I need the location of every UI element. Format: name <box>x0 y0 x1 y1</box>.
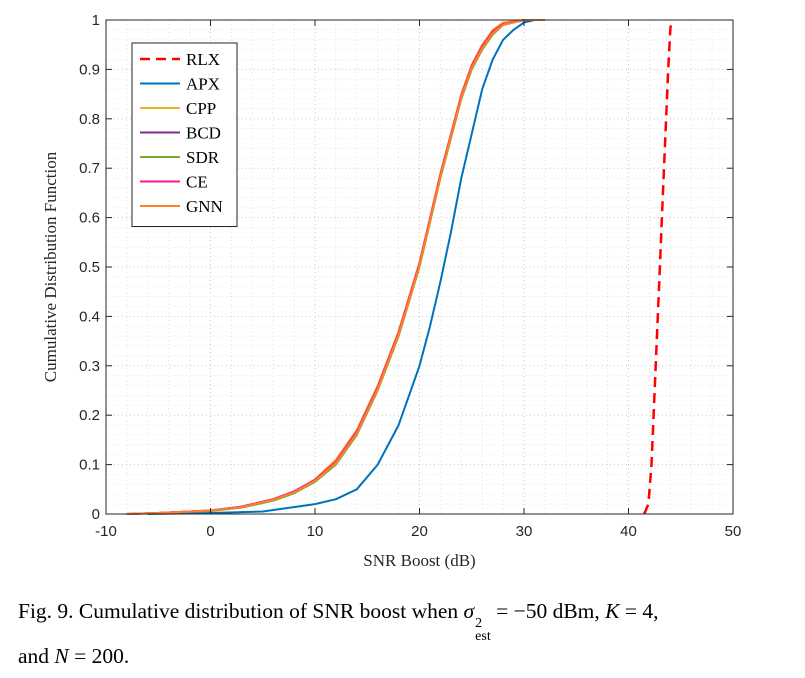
x-tick-label: 10 <box>307 523 324 540</box>
caption-n-var: N <box>54 644 69 668</box>
legend-label-cpp: CPP <box>186 99 216 118</box>
legend-box <box>131 42 238 227</box>
x-axis-label: SNR Boost (dB) <box>363 551 475 570</box>
series-line-gnn <box>126 19 545 515</box>
x-tick-label: 40 <box>620 523 637 540</box>
series-line-rlx <box>643 19 673 515</box>
caption-line2-prefix: and <box>18 644 55 668</box>
y-tick-label: 0.3 <box>79 358 100 375</box>
y-tick-label: 0.7 <box>79 160 100 177</box>
x-tick-label: 20 <box>411 523 428 540</box>
caption-n-value: = 200. <box>68 644 130 668</box>
y-tick-label: 0.5 <box>79 259 100 276</box>
chart-svg: -10 0 10 20 30 40 5000.10.20.30.40.50.60.70.80… <box>41 12 741 570</box>
series-line-apx <box>147 19 535 515</box>
legend-label-gnn: GNN <box>186 197 223 216</box>
legend-label-bcd: BCD <box>186 124 221 143</box>
cdf-chart: -10 0 10 20 30 40 50 0 0.1 0.2 0.3 0.4 0.5 0.6 0.7 0.8 0… <box>41 12 741 570</box>
y-tick-label: 1 <box>92 12 100 29</box>
caption-sigma: σ <box>463 599 475 623</box>
y-tick-label: 0.1 <box>79 457 100 474</box>
figure-caption: Fig. 9. Cumulative distribution of SNR b… <box>18 598 798 670</box>
axis-ticks: -10 0 10 20 30 40 5000.10.20.30.40.50.60.70.80… <box>79 12 741 540</box>
legend-label-ce: CE <box>186 173 208 192</box>
y-tick-label: 0.9 <box>79 61 100 78</box>
y-tick-label: 0.4 <box>79 308 100 325</box>
y-tick-label: 0.8 <box>79 111 100 128</box>
caption-sigma-sub: est <box>475 629 491 644</box>
x-tick-label: 0 <box>206 523 214 540</box>
x-tick-label: -10 <box>95 523 117 540</box>
legend-label-apx: APX <box>186 75 220 94</box>
legend: RLX APX CPP BCD SDR CE GNN <box>131 42 238 227</box>
caption-sigma-sup: 2 <box>475 616 483 631</box>
caption-k-var: K <box>605 599 620 623</box>
series-lines <box>126 19 673 515</box>
y-tick-label: 0.2 <box>79 407 100 424</box>
legend-label-sdr: SDR <box>186 148 220 167</box>
caption-middle: = −50 dBm, <box>490 599 606 623</box>
x-tick-label: 50 <box>725 523 742 540</box>
y-tick-label: 0 <box>92 506 100 523</box>
y-axis-label: Cumulative Distribution Function <box>41 151 60 382</box>
legend-label-rlx: RLX <box>186 50 220 69</box>
caption-k-value: = 4, <box>619 599 659 623</box>
caption-line-2: and N = 200. <box>18 643 798 670</box>
y-tick-label: 0.6 <box>79 210 100 227</box>
caption-line-1: Fig. 9. Cumulative distribution of SNR b… <box>18 598 798 644</box>
x-tick-label: 30 <box>516 523 533 540</box>
caption-prefix: Fig. 9. Cumulative distribution of SNR b… <box>18 599 464 623</box>
